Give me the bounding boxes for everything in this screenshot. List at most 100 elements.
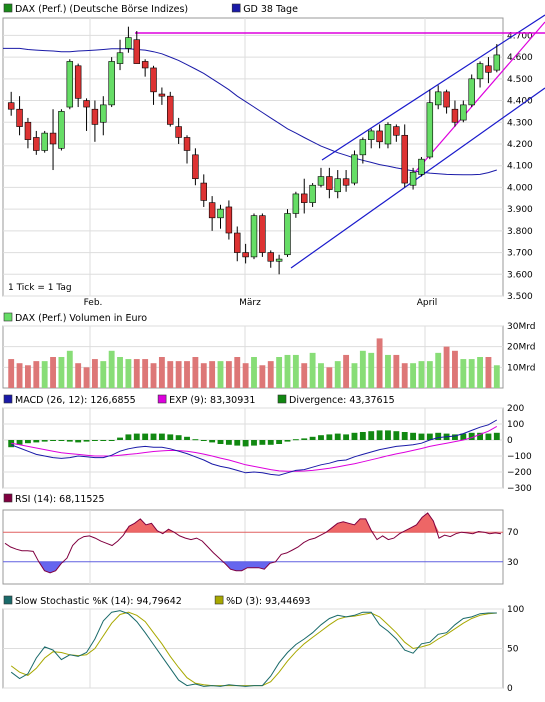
volume-bar [435, 352, 442, 388]
divergence-bar [460, 433, 467, 440]
candle-body [493, 54, 501, 71]
price-ytick-label: 3.700 [507, 249, 533, 259]
price-ytick-label: 4.000 [507, 183, 533, 193]
price-ytick-label: 3.900 [507, 205, 533, 215]
candle-body [317, 176, 325, 186]
volume-bar [343, 354, 350, 388]
volume-bar [477, 357, 483, 388]
macd-legend-swatch-2 [277, 394, 287, 404]
volume-bar [75, 363, 82, 388]
candle-body [384, 124, 392, 145]
volume-bar [41, 361, 48, 388]
volume-legend-label-0: DAX (Perf.) Volumen in Euro [15, 313, 147, 324]
candle-body [91, 108, 99, 125]
candle-body [275, 258, 283, 262]
rsi-line [4, 512, 502, 574]
candle-body [250, 215, 258, 258]
candle-body [100, 104, 107, 123]
candle-body [208, 202, 216, 219]
candle-body [242, 252, 249, 258]
volume-bar [25, 365, 31, 388]
volume-bar [217, 361, 224, 388]
divergence-bar [393, 431, 400, 440]
stochastic-ytick-label: 50 [507, 645, 519, 655]
candle-body [460, 104, 467, 121]
divergence-bar [41, 440, 48, 442]
volume-bar [401, 363, 408, 388]
candle-body [225, 206, 233, 234]
volume-bar [200, 363, 207, 388]
volume-bar [158, 357, 165, 388]
macd-ytick-label: −300 [507, 484, 532, 494]
candle-body [167, 95, 174, 125]
divergence-bar [401, 432, 408, 440]
divergence-bar [318, 435, 324, 440]
price-ytick-label: 4.600 [507, 53, 533, 63]
macd-ytick-label: 100 [507, 420, 524, 430]
price-ytick-label: 4.200 [507, 140, 533, 150]
divergence-bar [493, 432, 500, 440]
divergence-bar [125, 434, 132, 440]
price-ytick-label: 4.500 [507, 75, 533, 85]
divergence-bar [376, 430, 383, 440]
candle-body [7, 102, 15, 110]
rsi-legend-label-0: RSI (14): 68,11525 [15, 494, 105, 505]
candle-body [217, 208, 224, 219]
candle-body [83, 100, 90, 108]
candle-body [158, 93, 166, 97]
volume-bar [259, 365, 266, 388]
divergence-bar [133, 433, 140, 440]
divergence-bar [33, 440, 40, 443]
candle-body [200, 182, 207, 201]
candle-body [267, 252, 274, 262]
divergence-bar [209, 440, 216, 443]
volume-bar [284, 354, 291, 388]
divergence-bar [477, 432, 483, 440]
price-xtick-label: Feb. [84, 298, 103, 308]
candle-body [418, 158, 425, 175]
volume-bar [242, 363, 249, 388]
divergence-bar [234, 440, 241, 446]
price-ytick-label: 4.400 [507, 97, 533, 107]
volume-bar [184, 361, 190, 388]
candle-body [116, 52, 124, 64]
price-legend-label-0: DAX (Perf.) (Deutsche Börse Indizes) [15, 4, 188, 15]
volume-bar [125, 359, 132, 388]
candle-body [125, 37, 132, 49]
price-legend-swatch-0 [3, 3, 13, 13]
divergence-bar [301, 438, 308, 440]
volume-legend-swatch-0 [3, 312, 13, 322]
volume-bar [326, 367, 333, 388]
macd-ytick-label: −100 [507, 452, 532, 462]
price-ytick-label: 4.300 [507, 118, 533, 128]
stochastic-legend-swatch-0 [3, 595, 13, 605]
stochastic-legend-swatch-1 [214, 595, 224, 605]
stochastic-ytick-label: 100 [507, 605, 524, 615]
divergence-bar [217, 440, 224, 444]
volume-bar [393, 354, 400, 388]
candle-body [342, 178, 350, 186]
macd-legend-label-2: Divergence: 43,37615 [289, 395, 395, 406]
divergence-bar [192, 439, 199, 441]
volume-bar [276, 357, 283, 388]
divergence-bar [334, 433, 341, 440]
divergence-bar [418, 433, 425, 440]
divergence-bar [66, 440, 73, 442]
candle-body [334, 178, 341, 193]
candle-body [326, 176, 333, 190]
divergence-bar [167, 434, 174, 440]
divergence-bar [259, 440, 266, 445]
candle-body [292, 193, 300, 214]
macd-line [11, 419, 498, 476]
volume-bar [334, 361, 341, 388]
candle-body [49, 132, 57, 145]
divergence-bar [359, 432, 366, 440]
divergence-bar [309, 436, 316, 440]
volume-ytick-label: 30Mrd [507, 322, 535, 332]
divergence-bar [75, 440, 82, 443]
candle-body [367, 130, 375, 140]
rsi-ytick-label: 30 [507, 558, 519, 568]
divergence-bar [452, 434, 458, 440]
divergence-bar [410, 432, 417, 440]
volume-bar [142, 359, 149, 388]
